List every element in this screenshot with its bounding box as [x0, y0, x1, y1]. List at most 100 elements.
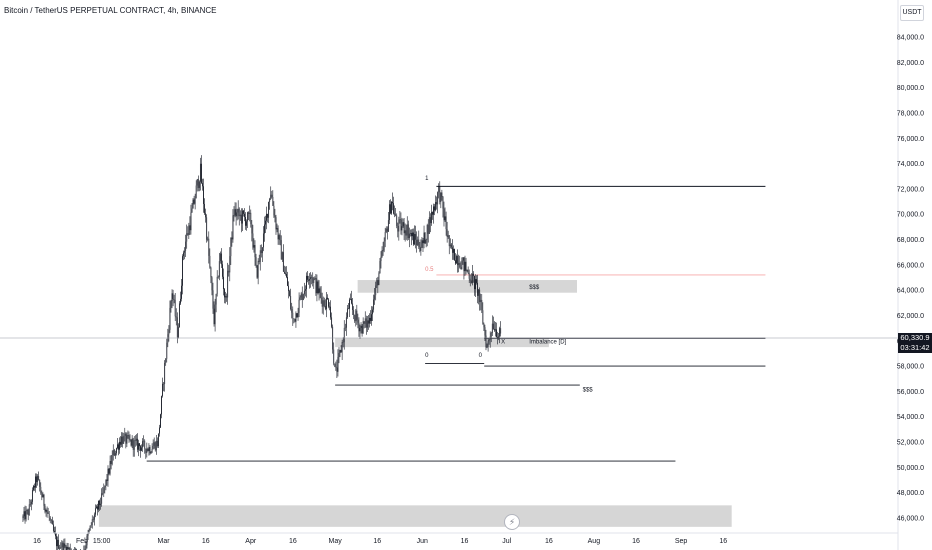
price-tick-label: 78,000.0 — [897, 110, 924, 117]
candle-body — [36, 476, 37, 483]
candle-body — [61, 542, 63, 548]
price-tick-label: 54,000.0 — [897, 414, 924, 421]
candle-body — [46, 509, 48, 513]
time-tick-label: Apr — [245, 538, 257, 545]
candle-body — [391, 201, 392, 214]
candle-body — [227, 270, 229, 298]
candle-body — [458, 262, 460, 266]
candle-body — [118, 444, 119, 450]
candle-body — [483, 323, 485, 328]
price-tick-label: 46,000.0 — [897, 516, 924, 523]
price-tick-label: 72,000.0 — [897, 186, 924, 193]
candle-body — [152, 445, 154, 450]
candle-body — [435, 202, 436, 211]
candle-body — [181, 285, 182, 299]
candle-body — [498, 336, 499, 339]
candle-body — [106, 479, 108, 481]
candle-body — [400, 219, 402, 231]
time-tick-label: May — [329, 538, 343, 545]
candle-body — [198, 181, 200, 188]
candle-body — [57, 539, 58, 547]
candle-body — [211, 277, 213, 291]
candle-body — [250, 212, 252, 224]
candle-body — [338, 353, 340, 357]
candle-body — [99, 500, 100, 506]
candle-body — [433, 206, 434, 215]
candle-body — [420, 247, 422, 251]
candle-body — [230, 237, 232, 257]
candle-body — [105, 479, 107, 486]
price-tick-label: 74,000.0 — [897, 161, 924, 168]
candle-body — [148, 447, 150, 451]
candle-body — [485, 335, 487, 348]
candle-body — [163, 383, 165, 385]
candle-body — [130, 439, 132, 446]
candle-body — [402, 222, 404, 227]
candle-body — [378, 273, 380, 286]
candle-body — [255, 257, 257, 266]
candle-body — [390, 204, 391, 214]
candle-body — [348, 308, 349, 310]
price-axis[interactable]: 46,000.0 48,000.0 50,000.0 52,000.0 54,000.0… — [897, 35, 924, 523]
candle-body — [129, 439, 131, 440]
candle-body — [354, 314, 356, 322]
time-axis[interactable]: 16 Feb 15:00 Mar 16 Apr 16 May 16 Jun 16 Jul 16 Aug 16… — [33, 538, 727, 545]
candle-body — [421, 240, 423, 248]
candle-body — [406, 224, 408, 236]
candle-body — [356, 310, 358, 320]
candle-body — [182, 256, 183, 286]
candle-body — [267, 213, 268, 218]
candle-body — [299, 297, 301, 300]
candle-body — [297, 312, 299, 318]
candle-body — [142, 441, 144, 448]
candle-body — [110, 460, 112, 464]
candle-body — [491, 323, 493, 334]
candle-body — [248, 212, 250, 214]
candle-body — [261, 247, 263, 254]
candle-body — [387, 220, 389, 232]
candle-body — [481, 299, 483, 311]
candle-body — [460, 267, 462, 270]
candle-body — [30, 501, 32, 505]
zone-box — [357, 280, 577, 293]
lightning-icon[interactable]: ⚡ — [504, 514, 520, 530]
candle-body — [234, 209, 236, 216]
candle-body — [293, 318, 295, 320]
currency-button[interactable]: USDT — [900, 5, 924, 21]
candle-body — [177, 327, 179, 338]
candle-body — [479, 289, 481, 303]
candle-body — [463, 257, 465, 272]
candle-body — [429, 217, 431, 224]
price-tick-label: 56,000.0 — [897, 389, 924, 396]
candle-body — [166, 342, 168, 359]
candle-body — [449, 244, 451, 247]
candle-body — [372, 309, 373, 315]
candle-body — [409, 232, 411, 234]
candle-body — [486, 346, 488, 348]
candle-body — [68, 547, 70, 550]
candle-body — [60, 547, 62, 548]
candle-body — [88, 530, 90, 534]
candle-body — [457, 256, 459, 266]
annotation-label: 0 — [479, 353, 483, 359]
price-tick-label: 66,000.0 — [897, 262, 924, 269]
candle-body — [492, 323, 494, 330]
candle-body — [274, 215, 276, 218]
candle-body — [48, 513, 50, 518]
candle-body — [201, 163, 202, 184]
candle-body — [164, 362, 166, 385]
candle-body — [202, 183, 203, 187]
annotation-label: 1 — [425, 176, 429, 182]
candle-body — [270, 194, 272, 199]
candle-body — [31, 490, 33, 502]
candle-body — [414, 234, 415, 245]
candle-body — [138, 443, 139, 450]
candle-body — [472, 273, 474, 276]
candle-body — [462, 257, 464, 261]
candle-body — [51, 520, 53, 525]
candle-body — [264, 224, 265, 234]
candle-body — [39, 479, 41, 487]
candle-body — [141, 447, 142, 451]
candle-body — [343, 327, 345, 343]
